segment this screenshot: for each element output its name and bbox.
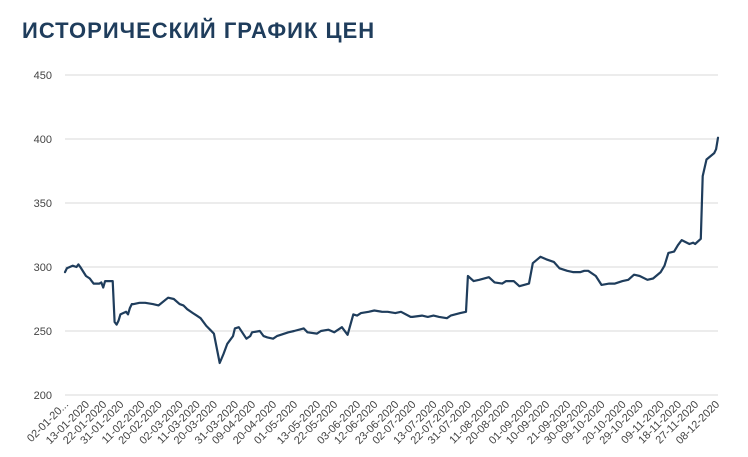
gridlines — [65, 74, 718, 396]
y-axis-labels: 200 250 300 350 400 450 — [34, 70, 52, 402]
y-tick-label: 300 — [34, 262, 52, 274]
x-axis-labels: 02-01-20...13-01-202022-01-202031-01-202… — [25, 399, 722, 447]
price-series-line — [63, 136, 720, 365]
y-tick-label: 200 — [34, 390, 52, 402]
y-tick-label: 450 — [34, 70, 52, 82]
y-tick-label: 400 — [34, 134, 52, 146]
chart-title: ИСТОРИЧЕСКИЙ ГРАФИК ЦЕН — [22, 18, 376, 43]
y-tick-label: 250 — [34, 326, 52, 338]
y-tick-label: 350 — [34, 198, 52, 210]
